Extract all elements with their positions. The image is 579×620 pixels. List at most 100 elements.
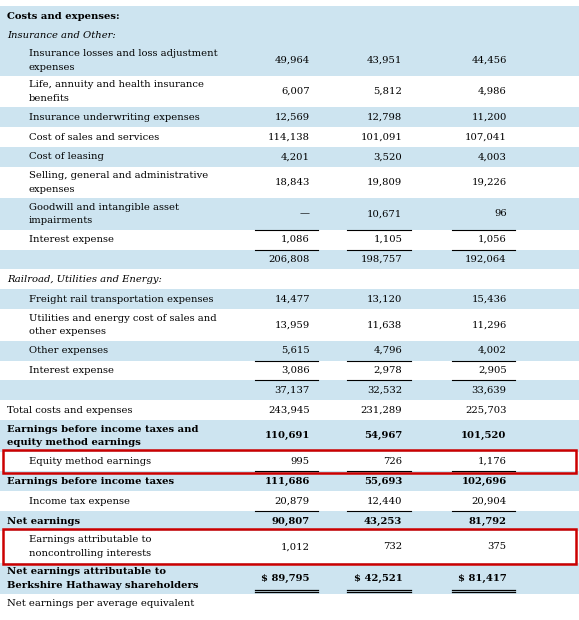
Text: 101,520: 101,520	[461, 432, 507, 440]
Bar	[0, 45, 579, 76]
Text: expenses: expenses	[29, 185, 75, 194]
Text: expenses: expenses	[29, 63, 75, 71]
Text: benefits: benefits	[29, 94, 70, 103]
Bar	[0, 309, 579, 340]
Text: 4,002: 4,002	[478, 346, 507, 355]
Text: Life, annuity and health insurance: Life, annuity and health insurance	[29, 80, 204, 89]
Text: 12,440: 12,440	[367, 497, 402, 506]
Bar	[0, 340, 579, 360]
Text: 4,796: 4,796	[373, 346, 402, 355]
Text: 4,986: 4,986	[478, 87, 507, 96]
Text: 11,296: 11,296	[471, 321, 507, 329]
Text: 2,905: 2,905	[478, 366, 507, 375]
Text: Net earnings: Net earnings	[7, 516, 80, 526]
Text: 4,003: 4,003	[478, 153, 507, 161]
Text: equity method earnings: equity method earnings	[7, 438, 141, 447]
Bar	[0, 492, 579, 512]
Text: Costs and expenses:: Costs and expenses:	[7, 12, 120, 20]
Bar	[0, 290, 579, 309]
Text: 1,086: 1,086	[281, 235, 310, 244]
Text: Interest expense: Interest expense	[29, 235, 114, 244]
Text: 44,456: 44,456	[471, 56, 507, 64]
Text: $ 42,521: $ 42,521	[354, 574, 402, 583]
Text: 192,064: 192,064	[465, 255, 507, 264]
Text: Selling, general and administrative: Selling, general and administrative	[29, 171, 208, 180]
Text: 32,532: 32,532	[367, 386, 402, 395]
Text: $ 81,417: $ 81,417	[458, 574, 507, 583]
Text: Insurance and Other:: Insurance and Other:	[7, 31, 116, 40]
Text: 1,105: 1,105	[373, 235, 402, 244]
Text: 19,226: 19,226	[471, 178, 507, 187]
Text: 1,012: 1,012	[281, 542, 310, 551]
Text: 2,978: 2,978	[373, 366, 402, 375]
Bar	[0, 381, 579, 401]
Text: 206,808: 206,808	[269, 255, 310, 264]
Text: 33,639: 33,639	[472, 386, 507, 395]
Text: 4,201: 4,201	[281, 153, 310, 161]
Text: 726: 726	[383, 457, 402, 466]
Bar	[0, 401, 579, 420]
Text: 111,686: 111,686	[265, 477, 310, 486]
Text: Railroad, Utilities and Energy:: Railroad, Utilities and Energy:	[7, 275, 162, 284]
Bar	[0, 562, 579, 594]
Bar	[3, 529, 576, 564]
Bar	[0, 270, 579, 290]
Text: 1,176: 1,176	[478, 457, 507, 466]
Text: 107,041: 107,041	[465, 133, 507, 141]
Text: Total costs and expenses: Total costs and expenses	[7, 405, 133, 415]
Text: Insurance underwriting expenses: Insurance underwriting expenses	[29, 113, 200, 122]
Text: Earnings attributable to: Earnings attributable to	[29, 536, 152, 544]
Text: 13,959: 13,959	[274, 321, 310, 329]
Text: Cost of leasing: Cost of leasing	[29, 153, 104, 161]
Bar	[0, 531, 579, 562]
Text: 231,289: 231,289	[361, 405, 402, 415]
Bar	[0, 471, 579, 492]
Text: 54,967: 54,967	[364, 432, 402, 440]
Text: 19,809: 19,809	[367, 178, 402, 187]
Text: $ 89,795: $ 89,795	[261, 574, 310, 583]
Bar	[0, 229, 579, 249]
Text: —: —	[300, 210, 310, 218]
Bar	[0, 107, 579, 127]
Text: 101,091: 101,091	[361, 133, 402, 141]
Text: 6,007: 6,007	[281, 87, 310, 96]
Bar	[0, 6, 579, 26]
Bar	[0, 167, 579, 198]
Text: 11,638: 11,638	[367, 321, 402, 329]
Bar	[0, 147, 579, 167]
Text: Interest expense: Interest expense	[29, 366, 114, 375]
Text: 90,807: 90,807	[272, 516, 310, 526]
Text: 18,843: 18,843	[274, 178, 310, 187]
Text: 3,520: 3,520	[373, 153, 402, 161]
Bar	[0, 127, 579, 147]
Bar	[3, 450, 576, 473]
Text: 995: 995	[291, 457, 310, 466]
Text: Other expenses: Other expenses	[29, 346, 108, 355]
Text: 110,691: 110,691	[265, 432, 310, 440]
Bar	[0, 360, 579, 381]
Text: Insurance losses and loss adjustment: Insurance losses and loss adjustment	[29, 49, 218, 58]
Text: 198,757: 198,757	[361, 255, 402, 264]
Text: 14,477: 14,477	[274, 294, 310, 304]
Text: Utilities and energy cost of sales and: Utilities and energy cost of sales and	[29, 314, 217, 322]
Bar	[0, 420, 579, 451]
Bar	[0, 26, 579, 45]
Text: 15,436: 15,436	[471, 294, 507, 304]
Text: 12,569: 12,569	[274, 113, 310, 122]
Text: 43,951: 43,951	[367, 56, 402, 64]
Text: 11,200: 11,200	[471, 113, 507, 122]
Text: 375: 375	[488, 542, 507, 551]
Text: 732: 732	[383, 542, 402, 551]
Text: Cost of sales and services: Cost of sales and services	[29, 133, 159, 141]
Bar	[0, 198, 579, 229]
Text: 102,696: 102,696	[461, 477, 507, 486]
Text: 37,137: 37,137	[274, 386, 310, 395]
Text: 43,253: 43,253	[364, 516, 402, 526]
Text: impairments: impairments	[29, 216, 93, 225]
Text: Earnings before income taxes: Earnings before income taxes	[7, 477, 174, 486]
Text: 3,086: 3,086	[281, 366, 310, 375]
Bar	[0, 76, 579, 107]
Text: 10,671: 10,671	[367, 210, 402, 218]
Text: Net earnings attributable to: Net earnings attributable to	[7, 567, 166, 576]
Bar	[0, 451, 579, 471]
